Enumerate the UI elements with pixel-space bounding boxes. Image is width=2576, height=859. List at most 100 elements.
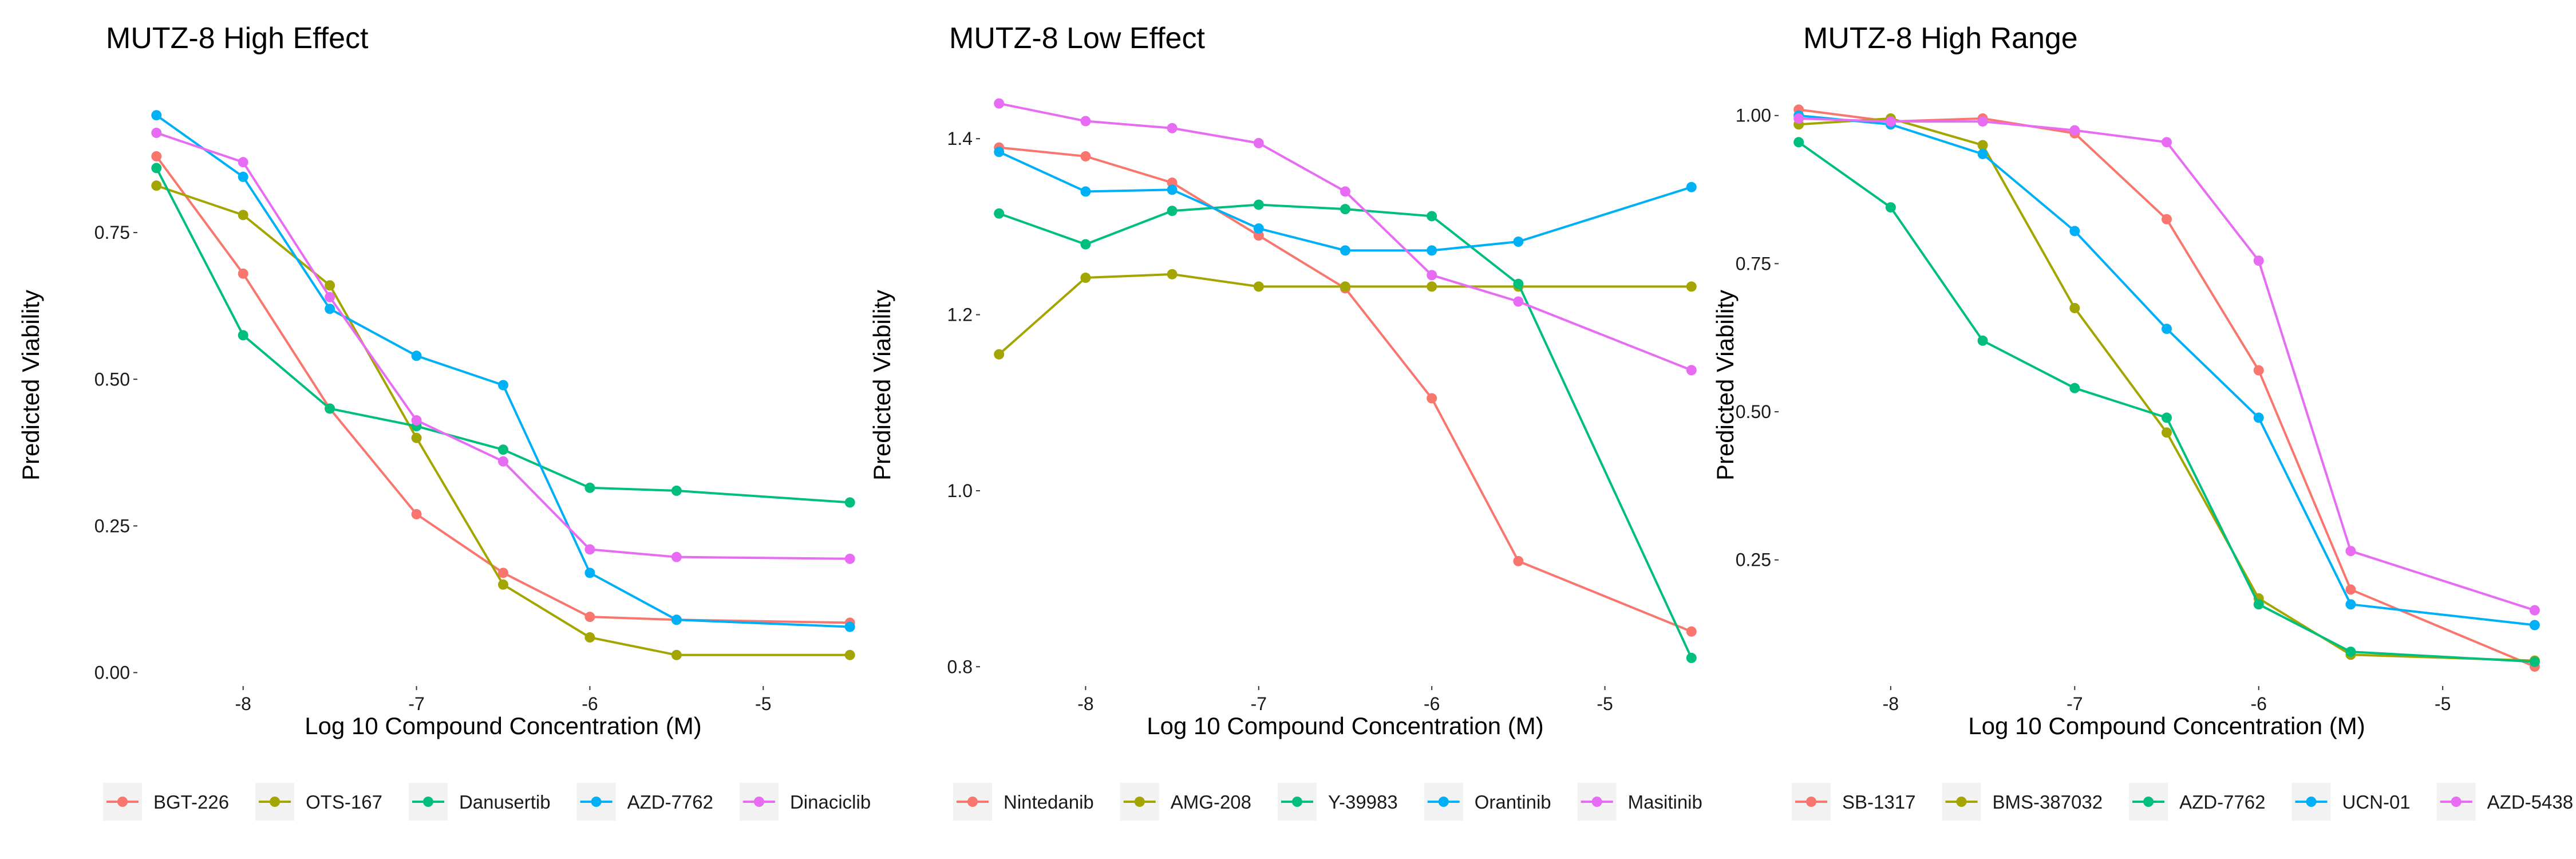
y-tick-label: 0.25 bbox=[94, 515, 130, 536]
data-point bbox=[1340, 186, 1350, 197]
data-point bbox=[1080, 239, 1091, 250]
data-point bbox=[584, 544, 595, 555]
legend-label: AZD-7762 bbox=[2179, 791, 2265, 813]
data-point bbox=[2529, 620, 2540, 631]
data-point bbox=[1427, 393, 1437, 404]
legend-label: BGT-226 bbox=[153, 791, 229, 813]
data-point bbox=[1977, 335, 1988, 346]
x-tick-label: -7 bbox=[2067, 693, 2083, 714]
data-point bbox=[671, 649, 682, 660]
data-point bbox=[2162, 214, 2172, 224]
data-point bbox=[2253, 365, 2264, 376]
series-line-ucn-01 bbox=[1798, 114, 2535, 626]
data-point bbox=[1080, 151, 1091, 161]
data-point bbox=[2069, 383, 2080, 393]
y-tick-label: 0.25 bbox=[1736, 550, 1771, 570]
data-point bbox=[1340, 245, 1350, 256]
legend-key-point bbox=[2143, 797, 2154, 807]
legend-label: Masitinib bbox=[1628, 791, 1702, 813]
legend-label: Y-39983 bbox=[1328, 791, 1398, 813]
series-line-dinaciclib bbox=[156, 132, 850, 560]
data-point bbox=[1977, 140, 1988, 151]
data-point bbox=[1885, 202, 1896, 213]
data-point bbox=[1686, 652, 1697, 663]
x-axis-label: Log 10 Compound Concentration (M) bbox=[1147, 712, 1543, 739]
data-point bbox=[671, 485, 682, 496]
legend-key-point bbox=[591, 797, 602, 807]
series-line-bms-387032 bbox=[1799, 117, 2535, 662]
data-point bbox=[411, 415, 422, 425]
legend-label: UCN-01 bbox=[2342, 791, 2410, 813]
legend-key-point bbox=[1292, 797, 1302, 807]
data-point bbox=[1340, 204, 1350, 215]
legend-label: OTS-167 bbox=[306, 791, 382, 813]
data-point bbox=[1253, 281, 1264, 292]
data-point bbox=[498, 579, 508, 590]
y-tick-label: 1.0 bbox=[947, 480, 973, 501]
legend-key-point bbox=[1438, 797, 1449, 807]
series-line-azd-7762 bbox=[156, 114, 850, 628]
data-point bbox=[411, 432, 422, 443]
data-point bbox=[1427, 211, 1437, 222]
data-point bbox=[1513, 278, 1524, 289]
data-point bbox=[1686, 182, 1697, 192]
data-point bbox=[671, 551, 682, 562]
legend-key-point bbox=[1956, 797, 1967, 807]
data-point bbox=[1793, 137, 1804, 148]
data-point bbox=[1977, 148, 1988, 159]
data-point bbox=[1253, 223, 1264, 234]
data-point bbox=[1686, 281, 1697, 292]
x-tick-label: -8 bbox=[235, 693, 251, 714]
y-tick-label: 0.8 bbox=[947, 656, 973, 677]
legend-key-point bbox=[1591, 797, 1602, 807]
data-point bbox=[1793, 113, 1804, 124]
series-line-amg-208 bbox=[998, 273, 1692, 356]
data-point bbox=[151, 110, 162, 121]
data-point bbox=[994, 147, 1005, 157]
x-tick-label: -8 bbox=[1077, 693, 1093, 714]
y-tick-label: 0.50 bbox=[1736, 401, 1771, 422]
legend: BGT-226 OTS-167 Danusertib AZD-7762 Dinacicl… bbox=[103, 783, 871, 821]
legend-key-point bbox=[117, 797, 128, 807]
legend-key-point bbox=[967, 797, 978, 807]
data-point bbox=[1977, 116, 1988, 127]
legend-key-point bbox=[753, 797, 764, 807]
legend-label: AZD-5438 bbox=[2487, 791, 2573, 813]
data-point bbox=[1513, 555, 1524, 566]
data-point bbox=[1340, 281, 1350, 292]
x-tick-label: -6 bbox=[582, 693, 598, 714]
data-point bbox=[1427, 281, 1437, 292]
data-point bbox=[2345, 546, 2356, 557]
data-point bbox=[325, 304, 335, 314]
data-point bbox=[1427, 270, 1437, 281]
data-point bbox=[1253, 137, 1264, 148]
legend-key-point bbox=[422, 797, 433, 807]
chart-title: MUTZ-8 High Effect bbox=[106, 22, 369, 55]
data-point bbox=[1513, 237, 1524, 247]
y-tick-label: 1.2 bbox=[947, 305, 973, 325]
data-point bbox=[2345, 584, 2356, 595]
data-point bbox=[1167, 184, 1178, 195]
data-point bbox=[411, 509, 422, 519]
data-point bbox=[994, 349, 1005, 360]
data-point bbox=[238, 157, 248, 168]
y-tick-label: 1.4 bbox=[947, 128, 973, 149]
data-point bbox=[238, 171, 248, 182]
series-line-orantinib bbox=[998, 151, 1692, 252]
data-point bbox=[1686, 626, 1697, 637]
data-point bbox=[2069, 302, 2080, 313]
legend-key-point bbox=[1134, 797, 1145, 807]
data-point bbox=[2162, 427, 2172, 438]
x-tick-label: -6 bbox=[2250, 693, 2266, 714]
series-line-azd-5438 bbox=[1799, 117, 2535, 612]
data-point bbox=[1253, 199, 1264, 210]
series-line-azd-7762 bbox=[1797, 141, 2535, 663]
data-point bbox=[238, 330, 248, 341]
data-point bbox=[2345, 647, 2356, 657]
legend-key-point bbox=[270, 797, 280, 807]
data-point bbox=[2069, 226, 2080, 237]
data-point bbox=[844, 497, 855, 508]
legend-label: BMS-387032 bbox=[1992, 791, 2103, 813]
data-point bbox=[2253, 255, 2264, 266]
